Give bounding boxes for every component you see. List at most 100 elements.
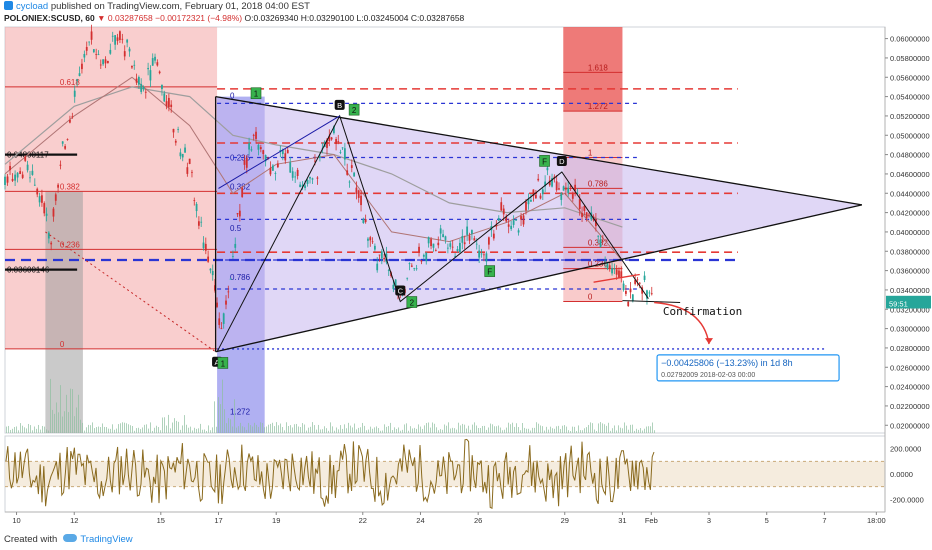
candle-body [634,279,637,284]
wave-marker-c[interactable] [395,285,406,296]
count-tag-label: 2 [352,106,357,115]
triangle-lower-trendline[interactable] [215,204,863,353]
volume-bar [112,424,113,433]
volume-bar [106,427,107,433]
count-tag-label: 1 [221,359,226,368]
wave-marker-b[interactable] [334,99,345,110]
confirmation-annotation[interactable]: Confirmation [663,305,742,318]
drawing-tools[interactable]: A B C D 1 1 2 2 F F Confirmation −0.00425806 (−13.2… [45,87,863,382]
wave-path[interactable] [216,114,649,353]
candle-body [551,178,553,187]
volume-bar [332,426,333,433]
candle-body [163,93,166,102]
candle-body [588,214,590,216]
count-tag[interactable] [250,87,262,100]
time-axis[interactable]: 10 12 15 17 19 22 24 26 29 31 Feb 3 5 7 18:00 [5,511,886,525]
candle-body [485,253,488,262]
candle-body [24,156,27,161]
candle-body [337,141,340,142]
y-tick-label: 0.03000000 [890,325,930,334]
volume-bar [398,427,399,433]
candle-body [170,104,173,108]
right-fib-level-label: 1.618 [588,63,609,72]
volume-bar [250,425,251,433]
volume-bar [528,428,529,433]
triangle-fib-level-label: 0.382 [230,182,251,191]
price-axis[interactable]: 0.06000000 0.05800000 0.05600000 0.05400000… [884,27,932,512]
candle-body [184,147,186,153]
candle-body [36,188,39,195]
triangle-upper-trendline[interactable] [215,95,863,206]
candle-body [195,203,198,212]
candle-body [21,174,24,178]
y-tick-label: 0.05200000 [890,112,930,121]
count-tag[interactable] [539,155,550,167]
axis-price-badge[interactable] [886,298,931,309]
candle-body [410,265,413,267]
symbol-line: POLONIEX:SCUSD, 60 ▼ 0.03287658 −0.00172… [4,13,464,23]
volume-bar [202,429,203,433]
volume-bar [542,426,543,433]
volume-bar [132,426,133,433]
candle-body [131,65,133,68]
chart-footer: Created with TradingView [0,530,932,550]
volume-bar [26,428,27,433]
wave-marker-d[interactable] [556,156,567,166]
candle-body [583,206,586,211]
volume-bar [238,426,239,433]
last-price: 0.03287658 [107,13,153,23]
candle-body [156,62,159,66]
volume-bar [420,426,421,433]
candle-body [425,252,428,262]
volume-bar [596,430,597,433]
volume-bar [230,419,231,433]
author-name[interactable]: cycload [16,1,49,12]
candle-body [119,31,121,40]
brand-link[interactable]: TradingView [80,534,133,545]
count-tag[interactable] [348,103,360,116]
volume-bar [630,424,631,433]
channel-line[interactable] [218,115,340,189]
volume-bar [130,425,131,433]
publish-text: published on TradingView.com, February 0… [50,1,310,12]
candle-body [116,37,119,41]
volume-bar [372,428,373,433]
candle-body [309,176,311,179]
candle-body [636,279,639,281]
measure-box[interactable] [656,354,840,382]
volume-bar [444,424,445,433]
candle-body [154,56,156,61]
break-line[interactable] [593,273,640,283]
volume-bar [556,426,557,433]
count-tag[interactable] [484,265,496,277]
y-tick-label: 0.02000000 [890,421,930,430]
volume-bar [124,422,125,433]
volume-bar [316,429,317,433]
left-fib-level-label: 0.618 [60,78,81,87]
symbol-label[interactable]: POLONIEX:SCUSD, 60 [4,13,95,23]
volume-bar [386,426,387,433]
candle-body [512,220,515,225]
oscillator-pane [4,435,886,513]
candle-body [311,178,314,180]
projection-arrow[interactable] [654,301,710,345]
volume-bar [642,430,643,433]
count-tag[interactable] [217,357,229,369]
candle-body [415,268,418,270]
volume-bar [566,426,567,433]
volume-bar [614,425,615,433]
candle-body [615,269,618,275]
price-change: −0.00172321 (−4.98%) [155,13,243,23]
count-tag[interactable] [406,296,418,308]
candle-body [57,184,59,188]
candle-body [202,242,205,249]
candle-body [262,150,265,155]
candle-body [241,187,244,197]
volume-bar [228,418,229,433]
volume-bar [634,430,635,433]
volume-bar [448,422,449,433]
confirmation-line[interactable] [622,300,681,303]
candle-body [558,188,560,190]
volume-bar [164,417,165,433]
